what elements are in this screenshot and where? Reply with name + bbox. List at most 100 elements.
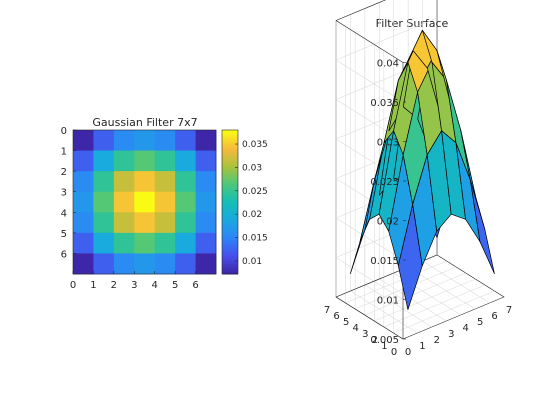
surface-z-tick-label: 0.04 [377,59,399,70]
surface-floor-gridline [345,260,447,304]
colorbar-segment [222,162,238,165]
colorbar-segment [222,160,238,163]
colorbar-segment [222,230,238,233]
surface-y-tick-label: 6 [333,311,339,322]
colorbar-segment [222,244,238,247]
surface-y-tick-label: 4 [353,323,359,334]
surface-box-edge [335,20,404,63]
colorbar-segment [222,202,238,205]
surface-panel: Filter Surface 0.0050.010.0150.020.0250.… [324,0,512,358]
surface-z-tick-label: 0.005 [370,335,399,346]
surface-y-tick-label: 1 [381,341,387,352]
colorbar-segment [222,248,238,251]
colorbar-segment [222,156,238,159]
heatmap-cell [195,150,217,172]
surface-floor-gridline [379,278,447,322]
surface-z-tick-label: 0.015 [370,256,399,267]
heatmap-cell [93,232,115,254]
colorbar-segment [222,164,238,167]
heatmap-cell [134,171,156,193]
heatmap-cell [113,130,135,151]
surface-floor-gridline [364,272,466,316]
surface-x-tick-label: 5 [477,317,483,328]
heatmap-cell [154,212,176,234]
colorbar-segment [222,172,238,175]
heatmap-cell [93,191,115,213]
surface-floor-gridline [422,260,490,304]
heatmap-cell [195,232,217,254]
surface-z-tick-label: 0.02 [377,217,399,228]
colorbar-segment [222,198,238,201]
colorbar-gradient [222,130,238,275]
heatmap-cell [175,130,196,151]
surface-faces [350,29,495,310]
colorbar-segment [222,180,238,183]
colorbar-segment [222,148,238,151]
heatmap-x-tick-label: 6 [192,280,198,291]
heatmap-cells [73,130,217,275]
colorbar-segment [222,270,238,273]
surface-face [470,180,495,274]
surface-y-tick-label: 3 [362,329,368,340]
colorbar-tick-label: 0.01 [242,257,262,267]
colorbar: 0.01 0.015 0.02 0.025 0.03 0.035 [221,129,268,275]
colorbar-tick-label: 0.025 [242,187,268,197]
surface-z-gridline [335,217,404,261]
surface-z-tick-label: 0.03 [377,138,399,149]
heatmap-y-tick-label: 2 [61,167,67,178]
colorbar-segment [222,220,238,223]
surface-floor-gridline [374,278,476,322]
colorbar-segment [222,190,238,193]
colorbar-segment [222,254,238,257]
colorbar-segment [222,250,238,253]
heatmap-cell [93,130,115,151]
colorbar-segment [222,166,238,169]
colorbar-segment [222,196,238,199]
heatmap-cell [175,232,196,254]
heatmap-cell [73,150,94,172]
colorbar-segment [222,236,238,239]
heatmap-cell [113,232,135,254]
colorbar-segment [222,210,238,213]
heatmap-y-tick-label: 4 [61,208,67,219]
colorbar-segment [222,224,238,227]
heatmap-cell [134,212,156,234]
surface-x-tick-label: 3 [448,329,454,340]
heatmap-cell [113,253,135,275]
colorbar-segment [222,176,238,179]
colorbar-ticks: 0.01 0.015 0.02 0.025 0.03 0.035 [235,140,268,267]
heatmap-y-tick-label: 0 [61,126,67,137]
heatmap-cell [154,232,176,254]
heatmap-cell [113,191,135,213]
heatmap-cell [134,150,156,172]
colorbar-segment [222,252,238,255]
surface-ticks: 0.0050.010.0150.020.0250.030.0350.040123… [324,59,512,359]
surface-x-tick-label: 7 [506,305,512,316]
colorbar-segment [222,188,238,191]
surface-floor-gridline [383,284,485,328]
surface-x-tick-label: 6 [491,311,497,322]
surface-floor-gridline [393,290,495,334]
surface-x-tick-label: 0 [405,347,411,358]
colorbar-tick-label: 0.02 [242,210,262,220]
colorbar-segment [222,192,238,195]
colorbar-segment [222,222,238,225]
heatmap-panel: Gaussian Filter 7x7 0 1 2 3 4 5 6 0 1 2 3 4 5 6 [61,116,217,291]
colorbar-segment [222,232,238,235]
colorbar-segment [222,154,238,157]
colorbar-segment [222,144,238,147]
heatmap-x-tick-label: 0 [70,280,76,291]
surface-x-tick-label: 2 [434,335,440,346]
colorbar-tick-label: 0.03 [242,163,262,173]
colorbar-segment [222,234,238,237]
heatmap-cell [73,171,94,193]
heatmap-cell [154,253,176,275]
surface-y-tick-label: 5 [343,317,349,328]
surface-z-gridline [335,59,404,103]
colorbar-segment [222,258,238,261]
surface-x-tick-label: 1 [419,341,425,352]
colorbar-tick-label: 0.015 [242,234,268,244]
colorbar-segment [222,152,238,155]
heatmap-ticks: 0 1 2 3 4 5 6 0 1 2 3 4 5 6 [61,126,199,291]
heatmap-cell [195,130,217,151]
